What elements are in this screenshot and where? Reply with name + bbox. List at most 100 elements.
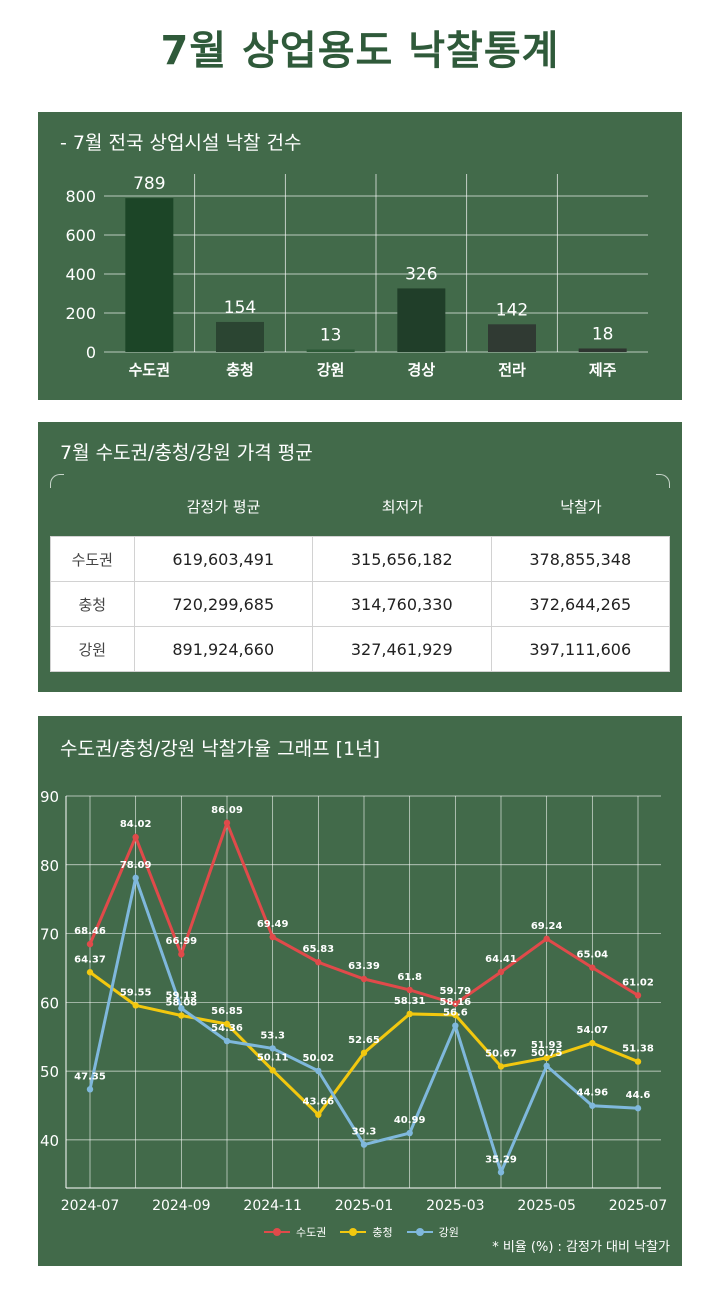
data-point	[452, 1011, 459, 1019]
bar	[578, 348, 627, 352]
data-label: 43.66	[303, 1097, 335, 1108]
x-tick-label: 강원	[317, 361, 345, 379]
table-cell: 720,299,685	[133, 581, 314, 627]
line-chart-title: 수도권/충청/강원 낙찰가율 그래프 [1년]	[60, 738, 381, 760]
data-point	[315, 959, 322, 966]
legend-label: 강원	[438, 1226, 459, 1239]
data-point	[497, 1063, 505, 1070]
price-table-title: 7월 수도권/충청/강원 가격 평균	[60, 442, 313, 464]
data-point	[543, 1062, 550, 1070]
data-point	[223, 819, 231, 827]
data-point	[406, 1010, 413, 1018]
legend-swatch	[406, 1226, 433, 1238]
table-cell: 619,603,491	[133, 536, 314, 582]
y-tick-label: 0	[86, 343, 96, 362]
data-label: 68.46	[74, 926, 106, 937]
bar	[216, 321, 264, 352]
data-point	[360, 1049, 368, 1057]
bar-chart: 0 200 400 600 800 789 수도권 154 충청 13 강원 326 경상 142 전라 18…	[65, 174, 648, 379]
y-tick-label: 40	[40, 1132, 59, 1150]
data-point	[86, 969, 94, 976]
bar	[125, 198, 174, 352]
data-label: 35.29	[485, 1154, 517, 1165]
table-cell: 327,461,929	[312, 626, 492, 672]
table-row: 수도권 619,603,491 315,656,182 378,855,348	[50, 536, 670, 582]
data-label: 64.41	[485, 954, 517, 965]
data-label: 59.13	[166, 990, 198, 1001]
legend-item: 충청	[340, 1224, 393, 1240]
data-label: 66.99	[166, 936, 198, 947]
data-point	[497, 1169, 505, 1176]
data-point	[589, 964, 596, 971]
data-label: 86.09	[211, 805, 243, 816]
data-point	[223, 1037, 231, 1045]
data-label: 47.35	[74, 1071, 106, 1082]
bar	[397, 288, 446, 352]
table-cell: 378,855,348	[490, 536, 670, 582]
data-label: 56.6	[443, 1008, 468, 1019]
data-point	[178, 1005, 185, 1012]
data-label: 44.6	[626, 1090, 651, 1101]
table-cell: 891,924,660	[133, 626, 314, 672]
row-label: 수도권	[50, 536, 135, 582]
data-label: 40.99	[394, 1115, 426, 1126]
data-point	[86, 1086, 94, 1093]
bar	[306, 349, 355, 352]
data-label: 44.96	[577, 1088, 609, 1099]
x-tick-label: 제주	[589, 361, 617, 379]
table-row: 충청 720,299,685 314,760,330 372,644,265	[50, 581, 670, 627]
chart-legend: 수도권 충청 강원	[264, 1224, 473, 1240]
x-tick-label: 충청	[226, 361, 254, 379]
data-label: 58.31	[394, 996, 426, 1007]
price-table: 수도권 619,603,491 315,656,182 378,855,348 …	[50, 536, 670, 672]
data-point	[360, 975, 368, 983]
y-tick-label: 80	[40, 857, 59, 875]
data-label: 65.04	[577, 950, 609, 961]
y-tick-label: 70	[40, 926, 59, 944]
data-point	[132, 1002, 139, 1009]
data-label: 50.75	[531, 1048, 563, 1059]
data-point	[223, 1020, 231, 1028]
legend-item: 수도권	[264, 1224, 326, 1240]
y-tick-label: 400	[65, 265, 96, 284]
x-tick-label: 2025-07	[609, 1198, 668, 1214]
row-label: 강원	[50, 626, 135, 672]
data-point	[132, 874, 139, 882]
y-tick-label: 60	[40, 994, 59, 1012]
x-tick-label: 2024-11	[243, 1198, 302, 1214]
data-point	[634, 1105, 642, 1112]
x-tick-label: 2025-03	[426, 1198, 485, 1214]
data-label: 64.37	[74, 954, 106, 965]
x-tick-label: 수도권	[129, 361, 170, 379]
row-label: 충청	[50, 581, 135, 627]
data-label: 50.02	[303, 1053, 335, 1064]
data-label: 50.67	[485, 1048, 517, 1059]
table-cell: 372,644,265	[490, 581, 670, 627]
x-tick-label: 2024-07	[61, 1198, 120, 1214]
data-point	[86, 940, 94, 948]
header-corner-left	[50, 474, 64, 488]
data-label: 63.39	[348, 961, 380, 972]
data-point	[634, 1058, 642, 1065]
data-point	[634, 992, 642, 999]
data-point	[178, 1012, 185, 1019]
header-corner-right	[656, 474, 670, 488]
data-point	[178, 951, 185, 958]
data-label: 51.93	[531, 1040, 563, 1051]
data-label: 54.07	[577, 1025, 609, 1036]
data-label: 65.83	[303, 944, 335, 955]
line-chart-panel: 수도권/충청/강원 낙찰가율 그래프 [1년] 40 50 60 70 80 90 2024…	[38, 716, 682, 1266]
bar-chart-title: - 7월 전국 상업시설 낙찰 건수	[60, 132, 302, 154]
legend-label: 수도권	[296, 1226, 327, 1239]
data-label: 50.11	[257, 1052, 289, 1063]
y-tick-label: 600	[65, 226, 96, 245]
data-label: 69.24	[531, 921, 563, 932]
column-header-minimum: 최저가	[381, 498, 424, 516]
bar-value-label: 326	[405, 264, 437, 284]
data-point	[406, 1129, 413, 1137]
data-label: 59.55	[120, 987, 152, 998]
data-label: 61.02	[622, 977, 654, 988]
data-label: 69.49	[257, 919, 289, 930]
x-tick-label: 2024-09	[152, 1198, 211, 1214]
data-point	[406, 986, 413, 994]
